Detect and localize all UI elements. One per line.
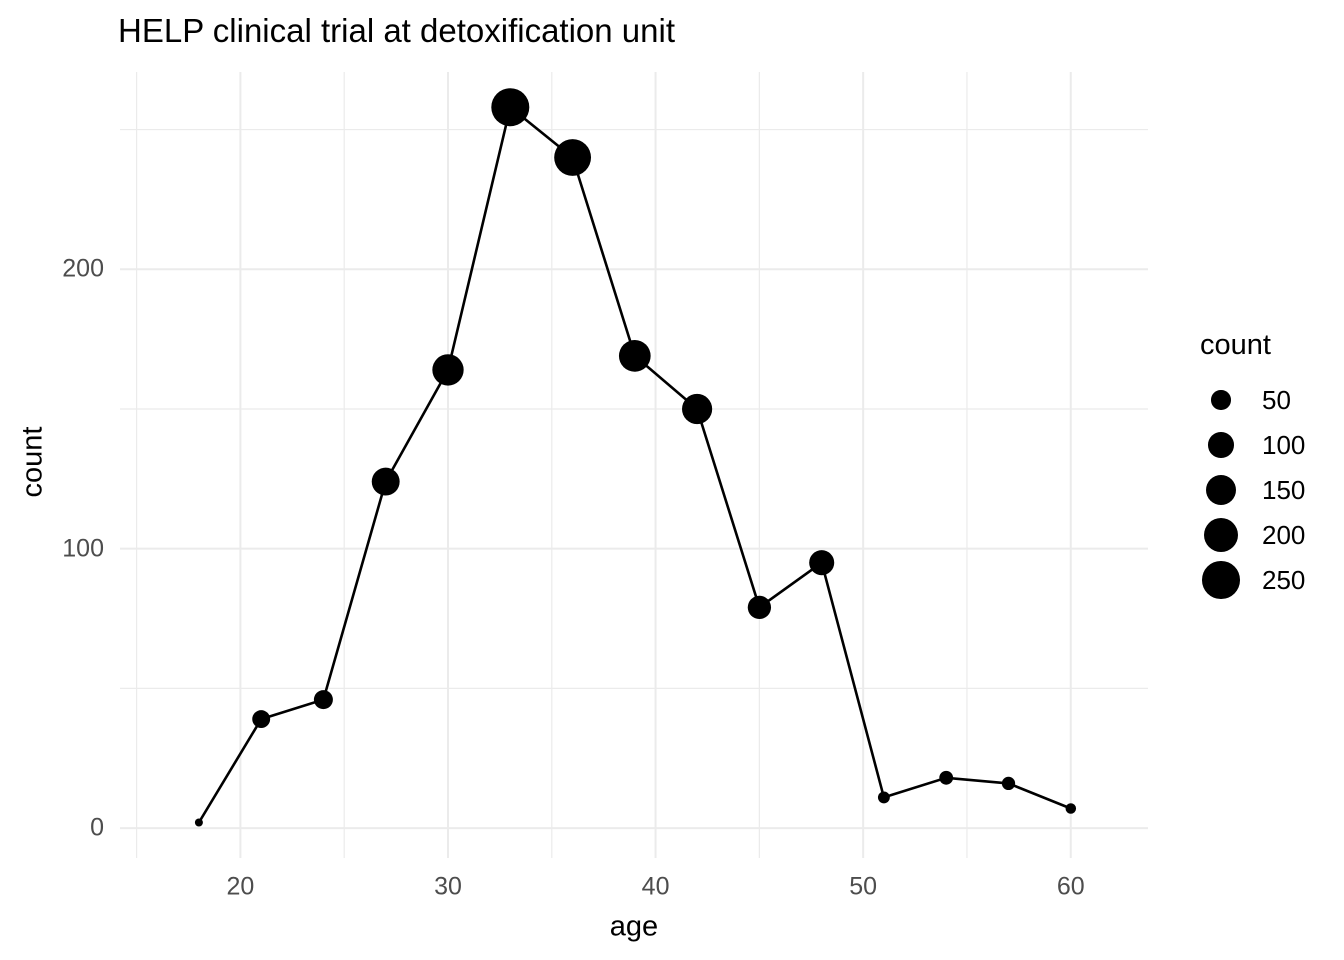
data-point-age-27 <box>371 467 400 496</box>
data-point-age-39 <box>618 340 651 372</box>
data-point-age-30 <box>432 354 464 386</box>
data-point-age-42 <box>682 393 713 425</box>
data-point-age-54 <box>939 770 954 785</box>
y-tick-label-0: 0 <box>90 813 104 842</box>
data-point-age-45 <box>747 595 772 620</box>
x-axis-title: age <box>609 910 659 943</box>
data-point-age-60 <box>1065 803 1077 814</box>
x-tick-label-60: 60 <box>1056 872 1085 901</box>
x-tick-label-40: 40 <box>641 872 670 901</box>
x-tick-label-20: 20 <box>226 872 255 901</box>
data-point-age-36 <box>554 139 592 176</box>
y-axis-title: count <box>16 426 49 498</box>
data-point-age-51 <box>877 791 890 804</box>
data-point-age-57 <box>1001 776 1016 791</box>
y-tick-label-100: 100 <box>62 534 104 563</box>
data-point-age-18 <box>194 818 203 827</box>
data-point-age-24 <box>313 690 333 710</box>
data-point-age-33 <box>491 88 530 127</box>
chart-title: HELP clinical trial at detoxification un… <box>118 12 676 49</box>
data-point-age-21 <box>252 710 271 729</box>
data-point-age-48 <box>809 550 835 576</box>
data-line <box>197 104 1072 824</box>
x-tick-label-30: 30 <box>434 872 462 901</box>
y-tick-label-200: 200 <box>62 254 104 283</box>
x-tick-label-50: 50 <box>849 872 878 901</box>
